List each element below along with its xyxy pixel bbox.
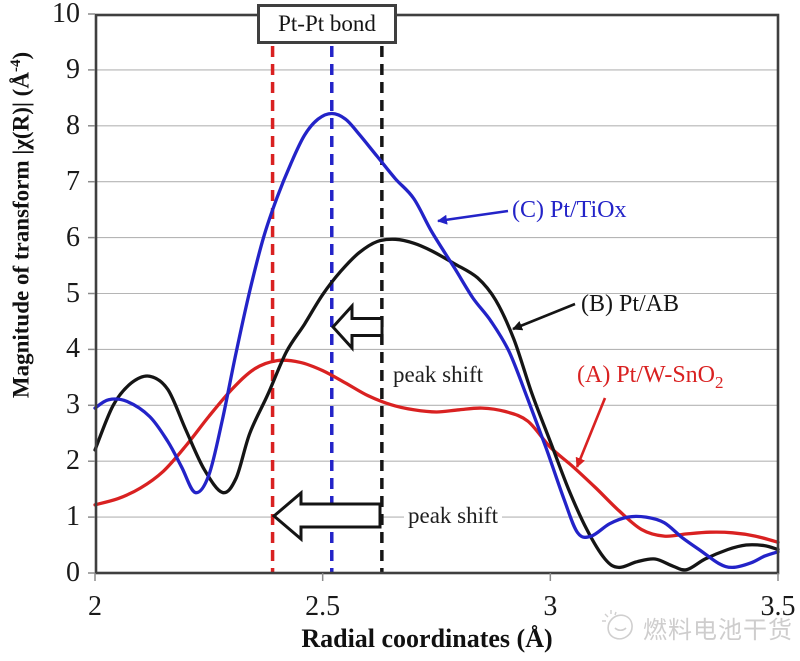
y-tick-label-8: 8 xyxy=(66,109,80,141)
series-label-b: (B) Pt/AB xyxy=(581,291,679,318)
series-label-a-subscript: 2 xyxy=(715,373,724,392)
y-tick-label-7: 7 xyxy=(66,165,80,197)
x-axis-title: Radial coordinates (Å) xyxy=(301,624,553,653)
x-tick-label-2: 2 xyxy=(88,591,102,622)
series-label-b-text: (B) Pt/AB xyxy=(581,291,680,317)
y-tick-label-9: 9 xyxy=(66,53,80,85)
y-tick-label-2: 2 xyxy=(66,445,80,477)
y-tick-label-4: 4 xyxy=(66,333,80,365)
series-pointer-arrow-A xyxy=(575,397,607,468)
y-tick-label-0: 0 xyxy=(66,557,80,588)
series-label-c: (C) Pt/TiOx xyxy=(512,197,627,224)
y-tick-label-5: 5 xyxy=(66,277,80,309)
watermark-text: 燃料电池干货 xyxy=(643,615,793,644)
series-label-c-text: (C) Pt/TiOx xyxy=(512,197,627,223)
y-tick-label-1: 1 xyxy=(66,501,80,533)
series-pointer-arrow-B xyxy=(512,302,576,331)
peak-shift-label-lower: peak shift xyxy=(404,503,503,529)
pt-pt-bond-label-box: Pt-Pt bond xyxy=(257,4,397,44)
watermark: 燃料电池干货 xyxy=(598,606,793,648)
y-axis-title-main: Magnitude of transform |χ(R)| (Å xyxy=(8,72,34,399)
pt-pt-bond-label: Pt-Pt bond xyxy=(278,11,376,36)
y-tick-label-6: 6 xyxy=(66,221,80,253)
series-label-a-text: (A) Pt/W-SnO xyxy=(577,362,715,388)
x-tick-label-3: 3 xyxy=(543,591,558,622)
x-tick-label-3.5: 3.5 xyxy=(760,591,796,622)
y-axis-title: Magnitude of transform |χ(R)| (Å-4) xyxy=(8,0,48,465)
y-axis-title-close: ) xyxy=(8,51,34,60)
y-tick-label-3: 3 xyxy=(66,389,80,421)
y-tick-label-10: 10 xyxy=(52,0,80,29)
curve-B xyxy=(93,237,780,572)
x-tick-label-2.5: 2.5 xyxy=(305,591,341,622)
peak-shift-label-upper: peak shift xyxy=(393,362,484,387)
y-axis-title-superscript: -4 xyxy=(8,59,24,73)
series-pointer-arrow-C xyxy=(437,209,509,225)
peak-shift-block-arrow-upper xyxy=(330,302,384,352)
curve-A xyxy=(93,358,780,544)
plot-border xyxy=(94,13,780,575)
watermark-doodle-icon xyxy=(602,610,633,640)
series-label-a: (A) Pt/W-SnO2 xyxy=(577,362,724,392)
peak-shift-block-arrow-lower xyxy=(271,489,382,543)
curve-C xyxy=(93,111,780,570)
